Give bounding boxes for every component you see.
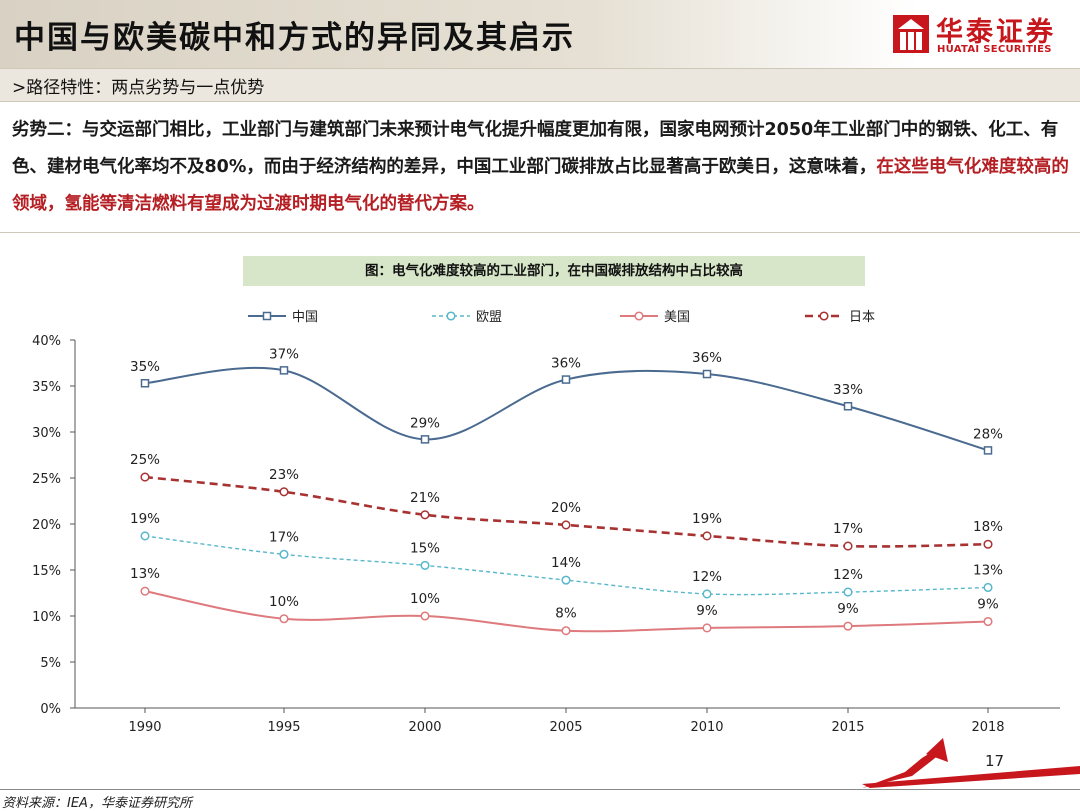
legend-marker (634, 311, 644, 321)
legend-label: 美国 (664, 310, 690, 325)
data-point (561, 375, 571, 384)
logo-text-en: HUATAI SECURITIES (937, 44, 1052, 55)
data-label: 28% (973, 426, 1003, 442)
data-label: 9% (977, 597, 999, 613)
data-point (843, 621, 853, 631)
data-point (561, 575, 571, 585)
data-point (279, 366, 289, 375)
paragraph-normal-text: 劣势二：与交运部门相比，工业部门与建筑部门未来预计电气化提升幅度更加有限，国家电… (12, 120, 1059, 177)
data-label: 12% (692, 569, 722, 585)
data-point (561, 520, 571, 530)
data-label: 12% (833, 567, 863, 583)
line-chart: 0% 5% 10% 15% 20% 25% 30% 35% 40% 1990 1995 2000 200… (32, 310, 1060, 735)
data-point (140, 378, 150, 388)
data-label: 35% (130, 359, 160, 375)
data-point (843, 541, 853, 551)
section-subheader: >路径特性：两点劣势与一点优势 (0, 68, 1080, 102)
company-logo: 华泰证券 HUATAI SECURITIES (892, 12, 1062, 58)
data-point (420, 435, 430, 444)
data-label: 9% (696, 603, 718, 619)
data-label: 25% (130, 452, 160, 468)
y-tick-label: 35% (32, 380, 61, 395)
subheader-text: >路径特性：两点劣势与一点优势 (12, 78, 265, 98)
data-point (420, 510, 430, 520)
data-point (420, 560, 430, 570)
legend-marker (446, 311, 456, 321)
data-label: 37% (269, 346, 299, 362)
x-tick-label: 2018 (971, 720, 1004, 735)
data-point (843, 401, 853, 411)
data-label: 14% (551, 555, 581, 571)
x-tick-label: 2010 (690, 720, 723, 735)
y-tick-label: 30% (32, 426, 61, 441)
x-tick-label: 2015 (831, 720, 864, 735)
header-bar: 中国与欧美碳中和方式的异同及其启示 华泰证券 HUATAI SECURITIES (0, 0, 1080, 68)
source-note: 资料来源：IEA，华泰证券研究所 (2, 796, 192, 811)
footer-divider (0, 789, 1080, 790)
data-label: 13% (130, 566, 160, 582)
data-point (702, 623, 712, 633)
data-label: 29% (410, 415, 440, 431)
data-point (702, 369, 712, 379)
data-label: 18% (973, 519, 1003, 535)
data-label: 19% (692, 511, 722, 527)
page-title: 中国与欧美碳中和方式的异同及其启示 (14, 20, 575, 56)
paragraph-box (0, 102, 1080, 233)
data-point (140, 586, 150, 596)
x-tick-label: 1995 (267, 720, 300, 735)
legend-label: 日本 (849, 310, 875, 325)
data-point (140, 472, 150, 482)
data-label: 10% (269, 594, 299, 610)
data-label: 9% (837, 601, 859, 617)
data-label: 21% (410, 490, 440, 506)
paragraph-highlight-text: 在这些电气化难度较高的领域，氢能等清洁燃料有望成为过渡时期电气化的替代方案。 (12, 157, 1069, 214)
data-label: 20% (551, 500, 581, 516)
logo-text-cn: 华泰证券 (936, 17, 1056, 48)
page-number: 17 (985, 752, 1005, 770)
x-tick-label: 1990 (128, 720, 161, 735)
y-tick-label: 0% (40, 702, 61, 717)
y-tick-label: 10% (32, 610, 61, 625)
y-tick-label: 25% (32, 472, 61, 487)
data-point (140, 531, 150, 541)
data-point (279, 487, 289, 497)
data-label: 36% (551, 356, 581, 372)
data-label: 8% (555, 606, 577, 622)
data-point (983, 446, 993, 455)
data-point (983, 582, 993, 593)
y-tick-label: 20% (32, 518, 61, 533)
legend-label: 欧盟 (476, 310, 502, 325)
data-label: 19% (130, 511, 160, 527)
data-label: 36% (692, 350, 722, 366)
data-label: 33% (833, 382, 863, 398)
y-tick-label: 5% (40, 656, 61, 671)
data-point (420, 611, 430, 621)
data-label: 10% (410, 591, 440, 607)
data-point (843, 587, 853, 597)
x-tick-label: 2000 (408, 720, 441, 735)
red-arrow-decoration (862, 738, 1080, 788)
data-point (983, 616, 993, 627)
legend-label: 中国 (292, 310, 318, 325)
logo-mark-icon (893, 15, 929, 53)
data-label: 17% (833, 521, 863, 537)
x-tick-label: 2005 (549, 720, 582, 735)
data-label: 13% (973, 562, 1003, 578)
data-label: 15% (410, 540, 440, 556)
data-point (561, 626, 571, 636)
data-label: 17% (269, 529, 299, 545)
legend-marker (262, 311, 272, 321)
data-point (983, 539, 993, 549)
data-label: 23% (269, 467, 299, 483)
data-point (702, 531, 712, 541)
chart-title-box: 图：电气化难度较高的工业部门，在中国碳排放结构中占比较高 (243, 256, 865, 286)
chart-title: 图：电气化难度较高的工业部门，在中国碳排放结构中占比较高 (365, 263, 743, 279)
y-tick-label: 40% (32, 334, 61, 349)
data-point (279, 549, 289, 559)
body-paragraph: 劣势二：与交运部门相比，工业部门与建筑部门未来预计电气化提升幅度更加有限，国家电… (12, 112, 1072, 223)
data-point (279, 614, 289, 624)
data-point (702, 589, 712, 599)
legend-marker (819, 311, 829, 321)
y-tick-label: 15% (32, 564, 61, 579)
